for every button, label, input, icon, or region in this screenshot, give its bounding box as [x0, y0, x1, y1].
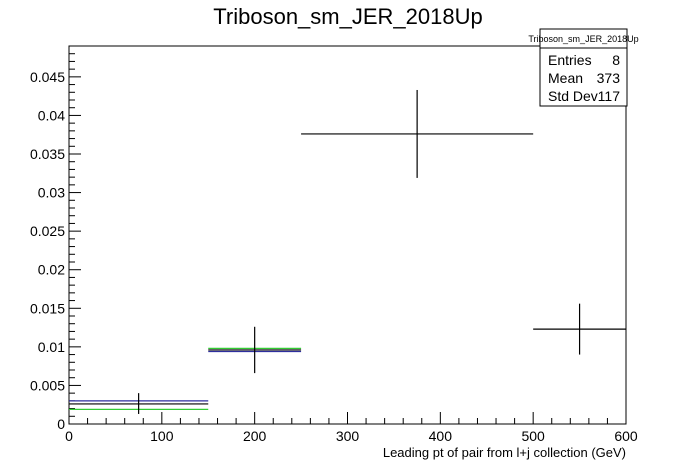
- x-tick-label: 200: [243, 428, 267, 444]
- x-tick-label: 500: [521, 428, 545, 444]
- y-tick-label: 0: [57, 416, 65, 432]
- y-tick-label: 0.04: [38, 107, 65, 123]
- x-tick-label: 300: [336, 428, 360, 444]
- y-tick-label: 0.03: [38, 185, 65, 201]
- y-tick-label: 0.02: [38, 262, 65, 278]
- series-layer: [69, 89, 626, 414]
- stats-box-frame: [539, 28, 628, 107]
- stats-stddev-value: 117: [598, 88, 621, 104]
- x-axis-label: Leading pt of pair from l+j collection (…: [383, 445, 626, 460]
- stats-entries-label: Entries: [548, 52, 592, 68]
- x-tick-label: 100: [150, 428, 174, 444]
- y-tick-label: 0.025: [30, 223, 65, 239]
- y-axis: 0 0.005 0.01 0.015 0.02 0.025 0.03 0.035 0.04 0.0…: [30, 53, 81, 432]
- x-axis: 0 100 200 300 400 500 600: [65, 412, 638, 444]
- chart-title: Triboson_sm_JER_2018Up: [213, 4, 482, 29]
- stats-stddev-label: Std Dev: [548, 88, 598, 104]
- stats-box-title: Triboson_sm_JER_2018Up: [528, 34, 638, 44]
- stats-mean-label: Mean: [548, 70, 583, 86]
- y-tick-label: 0.015: [30, 300, 65, 316]
- x-tick-label: 400: [429, 428, 453, 444]
- x-tick-label: 0: [65, 428, 73, 444]
- x-tick-label: 600: [614, 428, 638, 444]
- stats-entries-value: 8: [612, 52, 620, 68]
- y-tick-label: 0.035: [30, 146, 65, 162]
- y-tick-label: 0.005: [30, 377, 65, 393]
- stats-legend-box: Triboson_sm_JER_2018Up Entries 8 Mean 37…: [528, 28, 639, 107]
- stats-mean-value: 373: [597, 70, 621, 86]
- y-tick-label: 0.01: [38, 339, 65, 355]
- y-tick-label: 0.045: [30, 69, 65, 85]
